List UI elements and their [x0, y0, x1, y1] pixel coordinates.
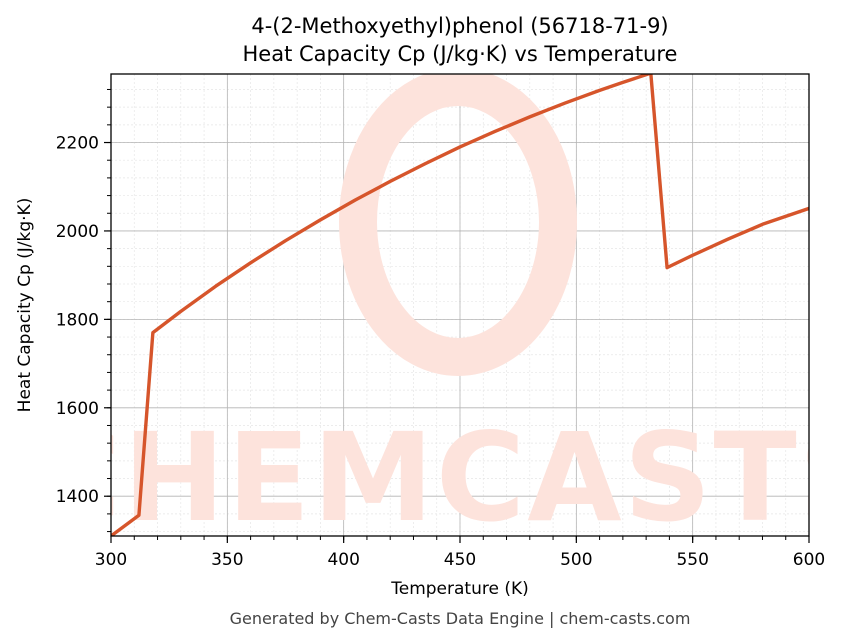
watermark: CHEMCASTS [31, 74, 843, 549]
watermark-logo-ring [339, 74, 577, 376]
x-axis: 300 350 400 450 500 550 600 [95, 536, 825, 570]
x-tick-label: 500 [560, 550, 592, 570]
footer-credit: Generated by Chem-Casts Data Engine | ch… [230, 609, 691, 628]
x-tick-label: 450 [444, 550, 476, 570]
x-tick-label: 550 [676, 550, 708, 570]
x-axis-label: Temperature (K) [390, 579, 529, 599]
y-tick-label: 2000 [56, 222, 99, 242]
y-tick-label: 2200 [56, 134, 99, 154]
y-tick-label: 1800 [56, 310, 99, 330]
y-tick-label: 1600 [56, 399, 99, 419]
x-tick-label: 350 [211, 550, 243, 570]
watermark-text: CHEMCASTS [31, 407, 843, 549]
y-tick-label: 1400 [56, 487, 99, 507]
chart-subtitle: Heat Capacity Cp (J/kg·K) vs Temperature [243, 42, 678, 66]
y-axis-label: Heat Capacity Cp (J/kg·K) [15, 198, 35, 413]
x-tick-label: 300 [95, 550, 127, 570]
x-tick-label: 400 [327, 550, 359, 570]
x-tick-label: 600 [793, 550, 825, 570]
series-line-0 [111, 74, 809, 536]
y-axis: 1400 1600 1800 2000 2200 [56, 88, 111, 533]
chart-title: 4-(2-Methoxyethyl)phenol (56718-71-9) [251, 14, 668, 38]
plot-area: CHEMCASTS [31, 73, 843, 549]
series-layer [111, 74, 809, 536]
